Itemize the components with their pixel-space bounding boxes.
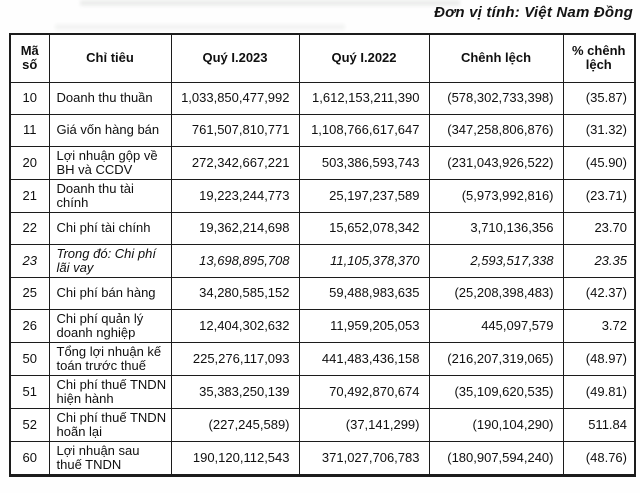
cell-q1-2023: 13,698,895,708 — [170, 243, 300, 278]
cell-pct: (48.97) — [562, 341, 636, 376]
cell-code: 10 — [9, 81, 50, 115]
cell-diff: (5,973,992,816) — [428, 178, 564, 213]
cell-item: Tổng lợi nhuận kế toán trước thuế — [48, 341, 172, 376]
cell-diff: (347,258,806,876) — [428, 113, 564, 147]
cell-q1-2022: 11,959,205,053 — [298, 308, 430, 343]
cell-q1-2023: (227,245,589) — [170, 407, 300, 442]
cell-code: 22 — [9, 211, 50, 245]
cell-code: 60 — [9, 440, 50, 476]
cell-item: Giá vốn hàng bán — [48, 113, 172, 147]
cell-item: Trong đó: Chi phí lãi vay — [48, 243, 172, 278]
table-row: 22 Chi phí tài chính 19,362,214,698 15,652,… — [9, 211, 636, 245]
cell-pct: 511.84 — [562, 407, 636, 442]
header-q1-2022: Quý I.2022 — [298, 33, 430, 83]
cell-code: 26 — [9, 308, 50, 343]
table-row: 20 Lợi nhuận gộp về BH và CCDV 272,342,667… — [9, 145, 636, 180]
cell-code: 21 — [9, 178, 50, 213]
cell-q1-2022: 11,105,378,370 — [298, 243, 430, 278]
cell-item: Chi phí thuế TNDN hoãn lại — [48, 407, 172, 442]
cell-q1-2023: 35,383,250,139 — [170, 374, 300, 409]
table-row: 50 Tổng lợi nhuận kế toán trước thuế 225,2… — [9, 341, 636, 376]
cell-q1-2022: 1,612,153,211,390 — [298, 81, 430, 115]
cell-q1-2022: 441,483,436,158 — [298, 341, 430, 376]
cell-q1-2023: 19,223,244,773 — [170, 178, 300, 213]
scan-artifact — [80, 0, 460, 6]
cell-item: Chi phí bán hàng — [48, 276, 172, 310]
cell-pct: (49.81) — [562, 374, 636, 409]
cell-diff: (231,043,926,522) — [428, 145, 564, 180]
cell-pct: 3.72 — [562, 308, 636, 343]
cell-diff: (35,109,620,535) — [428, 374, 564, 409]
cell-pct: 23.70 — [562, 211, 636, 245]
header-code: Mã số — [9, 33, 50, 83]
header-q1-2023: Quý I.2023 — [170, 33, 300, 83]
cell-pct: (48.76) — [562, 440, 636, 476]
table-row: 25 Chi phí bán hàng 34,280,585,152 59,488,9… — [9, 276, 636, 310]
table-row: 21 Doanh thu tài chính 19,223,244,773 25,19… — [9, 178, 636, 213]
header-row: Mã số Chỉ tiêu Quý I.2023 Quý I.2022 Chê… — [9, 33, 636, 83]
header-pct: % chênh lệch — [562, 33, 636, 83]
cell-q1-2023: 1,033,850,477,992 — [170, 81, 300, 115]
table-header: Mã số Chỉ tiêu Quý I.2023 Quý I.2022 Chê… — [9, 33, 636, 83]
cell-code: 11 — [9, 113, 50, 147]
cell-diff: (180,907,594,240) — [428, 440, 564, 476]
cell-q1-2022: (37,141,299) — [298, 407, 430, 442]
cell-q1-2023: 272,342,667,221 — [170, 145, 300, 180]
table-row: 60 Lợi nhuận sau thuế TNDN 190,120,112,543… — [9, 440, 636, 476]
table-body: 10 Doanh thu thuần 1,033,850,477,992 1,612,… — [9, 81, 636, 476]
cell-q1-2023: 761,507,810,771 — [170, 113, 300, 147]
cell-diff: (25,208,398,483) — [428, 276, 564, 310]
cell-item: Doanh thu tài chính — [48, 178, 172, 213]
cell-item: Lợi nhuận sau thuế TNDN — [48, 440, 172, 476]
cell-q1-2022: 1,108,766,617,647 — [298, 113, 430, 147]
cell-q1-2023: 34,280,585,152 — [170, 276, 300, 310]
cell-diff: (190,104,290) — [428, 407, 564, 442]
cell-q1-2022: 59,488,983,635 — [298, 276, 430, 310]
cell-q1-2022: 70,492,870,674 — [298, 374, 430, 409]
cell-q1-2022: 15,652,078,342 — [298, 211, 430, 245]
cell-item: Chi phí thuế TNDN hiện hành — [48, 374, 172, 409]
cell-item: Chi phí quản lý doanh nghiệp — [48, 308, 172, 343]
table-row: 23 Trong đó: Chi phí lãi vay 13,698,895,70… — [9, 243, 636, 278]
cell-code: 23 — [9, 243, 50, 278]
table-row: 26 Chi phí quản lý doanh nghiệp 12,404,302… — [9, 308, 636, 343]
cell-item: Chi phí tài chính — [48, 211, 172, 245]
header-item: Chỉ tiêu — [48, 33, 172, 83]
table-row: 11 Giá vốn hàng bán 761,507,810,771 1,108,7… — [9, 113, 636, 147]
header-diff: Chênh lệch — [428, 33, 564, 83]
cell-item: Doanh thu thuần — [48, 81, 172, 115]
cell-q1-2022: 371,027,706,783 — [298, 440, 430, 476]
table-row: 52 Chi phí thuế TNDN hoãn lại (227,245,589… — [9, 407, 636, 442]
income-statement-table: Mã số Chỉ tiêu Quý I.2023 Quý I.2022 Chê… — [9, 33, 636, 477]
cell-code: 25 — [9, 276, 50, 310]
cell-diff: 3,710,136,356 — [428, 211, 564, 245]
cell-q1-2023: 225,276,117,093 — [170, 341, 300, 376]
cell-pct: (31.32) — [562, 113, 636, 147]
table-row: 51 Chi phí thuế TNDN hiện hành 35,383,250,… — [9, 374, 636, 409]
cell-code: 20 — [9, 145, 50, 180]
cell-item: Lợi nhuận gộp về BH và CCDV — [48, 145, 172, 180]
cell-q1-2023: 190,120,112,543 — [170, 440, 300, 476]
cell-pct: (23.71) — [562, 178, 636, 213]
cell-pct: (35.87) — [562, 81, 636, 115]
table-row: 10 Doanh thu thuần 1,033,850,477,992 1,612,… — [9, 81, 636, 115]
cell-diff: 2,593,517,338 — [428, 243, 564, 278]
cell-diff: (216,207,319,065) — [428, 341, 564, 376]
cell-code: 52 — [9, 407, 50, 442]
scan-artifact — [55, 24, 345, 30]
cell-diff: 445,097,579 — [428, 308, 564, 343]
currency-unit-label: Đơn vị tính: Việt Nam Đồng — [434, 4, 633, 21]
cell-code: 51 — [9, 374, 50, 409]
cell-code: 50 — [9, 341, 50, 376]
cell-q1-2023: 12,404,302,632 — [170, 308, 300, 343]
cell-q1-2023: 19,362,214,698 — [170, 211, 300, 245]
cell-pct: (45.90) — [562, 145, 636, 180]
cell-pct: 23.35 — [562, 243, 636, 278]
cell-diff: (578,302,733,398) — [428, 81, 564, 115]
cell-q1-2022: 25,197,237,589 — [298, 178, 430, 213]
cell-pct: (42.37) — [562, 276, 636, 310]
cell-q1-2022: 503,386,593,743 — [298, 145, 430, 180]
